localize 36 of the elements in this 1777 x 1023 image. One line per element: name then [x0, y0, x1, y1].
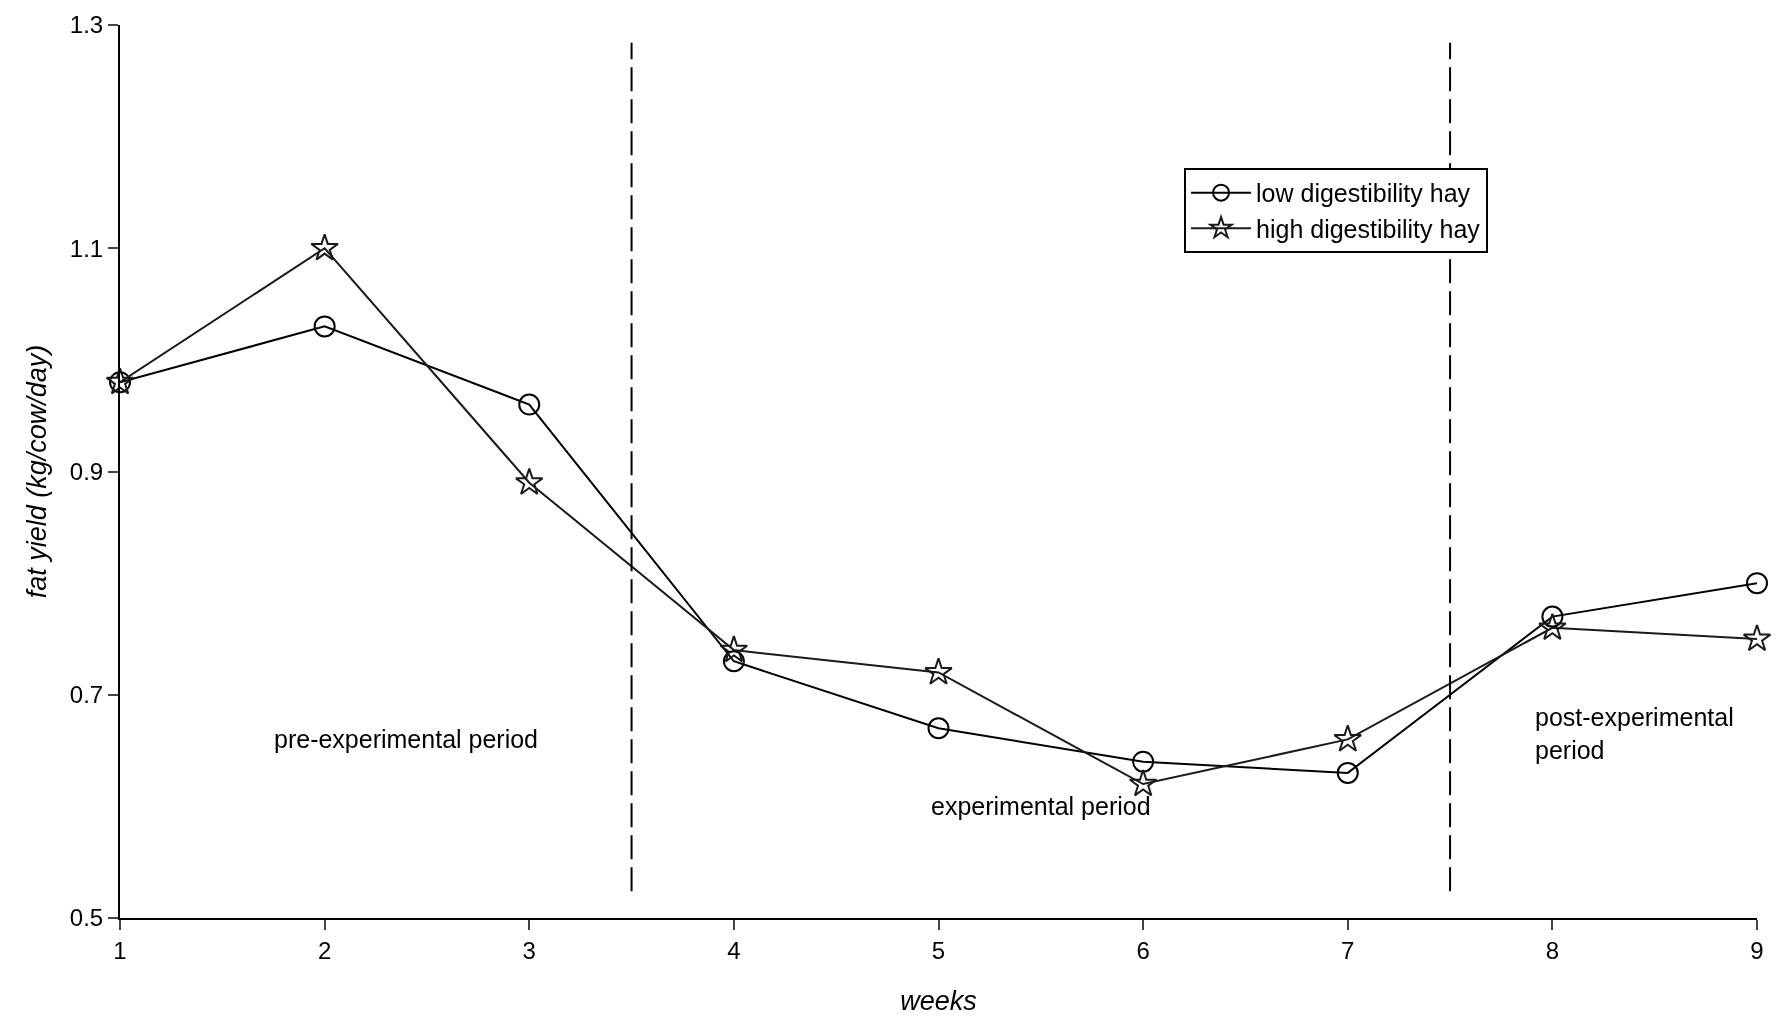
y-tick-label: 1.1 — [69, 234, 104, 262]
x-tick-label: 1 — [113, 936, 127, 964]
point — [1128, 769, 1158, 797]
y-axis-title: fat yield (kg/cow/day) — [22, 344, 53, 599]
point — [722, 650, 745, 673]
point — [310, 233, 339, 261]
point — [514, 467, 544, 495]
y-tick-label: 0.7 — [69, 681, 104, 709]
x-axis-title: weeks — [900, 986, 977, 1016]
point — [924, 657, 953, 685]
point — [1742, 623, 1772, 652]
point — [313, 315, 336, 338]
x-tick-label: 5 — [931, 936, 946, 964]
annotation: post-experimental period — [1535, 703, 1734, 764]
y-tick-label: 1.3 — [69, 11, 104, 39]
x-tick-label: 3 — [522, 936, 536, 964]
point — [518, 393, 541, 416]
x-tick-label: 9 — [1750, 936, 1764, 964]
x-tick-label: 6 — [1136, 936, 1150, 964]
x-tick-label: 2 — [317, 936, 332, 964]
point — [927, 717, 950, 740]
x-tick-label: 4 — [727, 936, 741, 964]
point — [1746, 572, 1768, 595]
point — [719, 635, 749, 663]
point — [1336, 761, 1359, 784]
annotation: experimental period — [931, 792, 1151, 820]
point — [1132, 750, 1155, 773]
point — [1333, 724, 1363, 752]
legend-label: high digestibility hay — [1256, 214, 1481, 243]
point — [1538, 612, 1567, 641]
x-tick-label: 7 — [1341, 936, 1355, 964]
y-tick-label: 0.9 — [69, 457, 104, 485]
legend-label: low digestibility hay — [1256, 179, 1471, 208]
annotation: pre-experimental period — [274, 725, 539, 753]
x-tick-label: 8 — [1545, 936, 1560, 964]
y-tick-label: 0.5 — [69, 904, 104, 932]
